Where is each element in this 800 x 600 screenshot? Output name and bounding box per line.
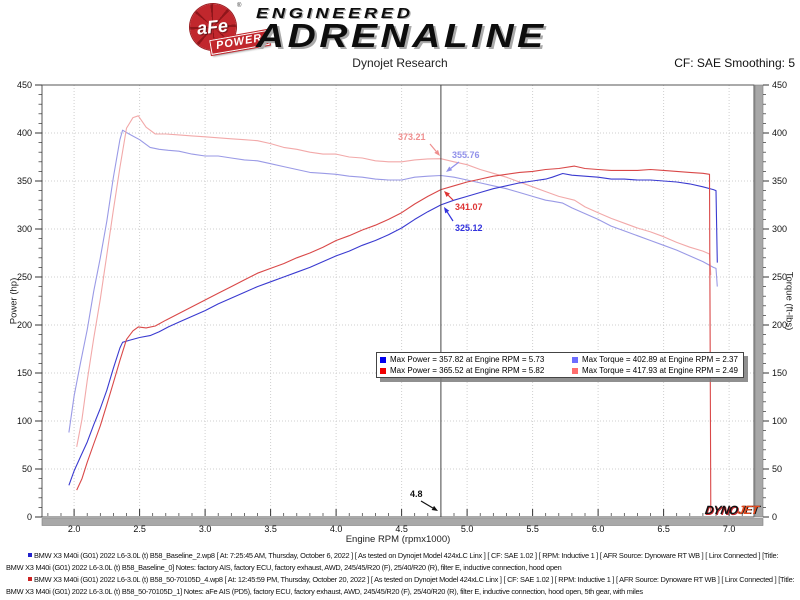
torque-tick-label: 350	[772, 176, 787, 186]
annotation-arrowhead	[431, 505, 438, 511]
plot-border	[41, 84, 755, 518]
x-tick-label: 4.5	[395, 524, 408, 534]
power-tick-label: 150	[17, 368, 32, 378]
dyno-chart-plot[interactable]: 2.0 2.5 3.0 3.5 4.0 4.5 5.0 5.5 6.0 6.5 7.0 0 0 50 50 1…	[0, 0, 800, 548]
annotation-value: 4.8	[410, 489, 423, 499]
chart-title: Dynojet Research	[352, 56, 448, 70]
run-info-footer: BMW X3 M40i (G01) 2022 L6-3.0L (t) B58_B…	[6, 550, 796, 598]
annotation-value: 325.12	[455, 223, 483, 233]
x-tick-label: 7.0	[723, 524, 736, 534]
torque-tick-label: 50	[772, 464, 782, 474]
power-tick-label: 350	[17, 176, 32, 186]
annotation-arrowhead	[444, 191, 450, 197]
dynojet-logo-jet: JET	[736, 503, 760, 517]
torque-tick-label: 150	[772, 368, 787, 378]
legend-swatch-lightblue	[572, 356, 578, 363]
torque-tick-label: 200	[772, 320, 787, 330]
run-bullet-red	[28, 577, 32, 581]
legend-item-max-power-afe: Max Power = 365.52 at Engine RPM = 5.82	[380, 365, 572, 376]
x-tick-label: 3.0	[199, 524, 212, 534]
y-axis-label-torque: Torque (ft-lbs)	[783, 271, 795, 331]
annotation-arrowhead	[444, 207, 450, 214]
legend-swatch-blue	[380, 356, 386, 363]
torque-tick-label: 400	[772, 128, 787, 138]
torque-tick-label: 300	[772, 224, 787, 234]
annotation-arrow	[447, 194, 454, 201]
y-axis-label-power: Power (hp)	[8, 277, 20, 325]
power-tick-label: 450	[17, 80, 32, 90]
x-tick-label: 5.5	[526, 524, 539, 534]
run-bullet-blue	[28, 553, 32, 557]
dynojet-logo: DYNOJET	[704, 503, 759, 517]
afe-brand-logo: aFe ® POWER ENGINEERED ADRENALINE	[188, 2, 618, 57]
curve-power-baseline	[68, 172, 718, 486]
adrenaline-text: ADRENALINE	[256, 17, 547, 54]
annotation-value: 373.21	[398, 132, 426, 142]
legend-label: Max Torque = 402.89 at Engine RPM = 2.37	[582, 355, 738, 364]
annotation-arrow	[450, 161, 460, 169]
annotation-value: 355.76	[452, 150, 480, 160]
run-entry-baseline: BMW X3 M40i (G01) 2022 L6-3.0L (t) B58_B…	[6, 550, 796, 573]
power-tick-label: 0	[27, 512, 32, 522]
x-tick-label: 6.5	[657, 524, 670, 534]
horizontal-scrollbar[interactable]	[41, 518, 764, 526]
x-axis-label-rpm: Engine RPM (rpmx1000)	[345, 534, 451, 545]
curve-power-afe	[76, 165, 712, 513]
legend-swatch-lightred	[572, 367, 578, 374]
x-tick-label: 2.5	[133, 524, 146, 534]
vertical-scrollbar[interactable]	[754, 84, 764, 518]
x-tick-label: 4.0	[330, 524, 343, 534]
dynojet-logo-dyno: DYNO	[704, 503, 739, 517]
power-tick-label: 100	[17, 416, 32, 426]
torque-tick-label: 450	[772, 80, 787, 90]
curve-torque-baseline	[68, 129, 718, 433]
torque-tick-label: 0	[772, 512, 777, 522]
engineered-text: ENGINEERED	[256, 5, 414, 22]
legend-swatch-red	[380, 367, 386, 374]
run-description: BMW X3 M40i (G01) 2022 L6-3.0L (t) B58_5…	[6, 575, 795, 596]
torque-tick-label: 100	[772, 416, 787, 426]
x-tick-label: 2.0	[68, 524, 81, 534]
x-tick-label: 5.0	[461, 524, 474, 534]
annotation-arrowhead	[446, 166, 453, 172]
legend-label: Max Torque = 417.93 at Engine RPM = 2.49	[582, 366, 738, 375]
power-tick-label: 300	[17, 224, 32, 234]
annotation-arrow	[429, 143, 437, 152]
run-description: BMW X3 M40i (G01) 2022 L6-3.0L (t) B58_B…	[6, 551, 779, 572]
power-tick-label: 250	[17, 272, 32, 282]
power-tick-label: 50	[22, 464, 32, 474]
power-tick-label: 200	[17, 320, 32, 330]
power-tick-label: 400	[17, 128, 32, 138]
annotation-arrow	[420, 500, 434, 509]
x-tick-label: 3.5	[264, 524, 277, 534]
curve-torque-afe	[76, 115, 712, 448]
annotation-arrowhead	[434, 149, 440, 156]
x-tick-label: 6.0	[592, 524, 605, 534]
legend-label: Max Power = 357.82 at Engine RPM = 5.73	[390, 355, 545, 364]
legend-item-max-torque-baseline: Max Torque = 402.89 at Engine RPM = 2.37	[572, 354, 738, 365]
annotation-arrow	[446, 211, 454, 222]
torque-tick-label: 250	[772, 272, 787, 282]
registered-mark: ®	[237, 3, 242, 9]
legend-label: Max Power = 365.52 at Engine RPM = 5.82	[390, 366, 545, 375]
run-entry-afe: BMW X3 M40i (G01) 2022 L6-3.0L (t) B58_5…	[6, 574, 796, 597]
smoothing-setting: CF: SAE Smoothing: 5	[674, 56, 795, 70]
annotation-value: 341.07	[455, 202, 483, 212]
legend-item-max-power-baseline: Max Power = 357.82 at Engine RPM = 5.73	[380, 354, 572, 365]
legend-box: Max Power = 357.82 at Engine RPM = 5.73 …	[376, 352, 744, 378]
legend-item-max-torque-afe: Max Torque = 417.93 at Engine RPM = 2.49	[572, 365, 738, 376]
